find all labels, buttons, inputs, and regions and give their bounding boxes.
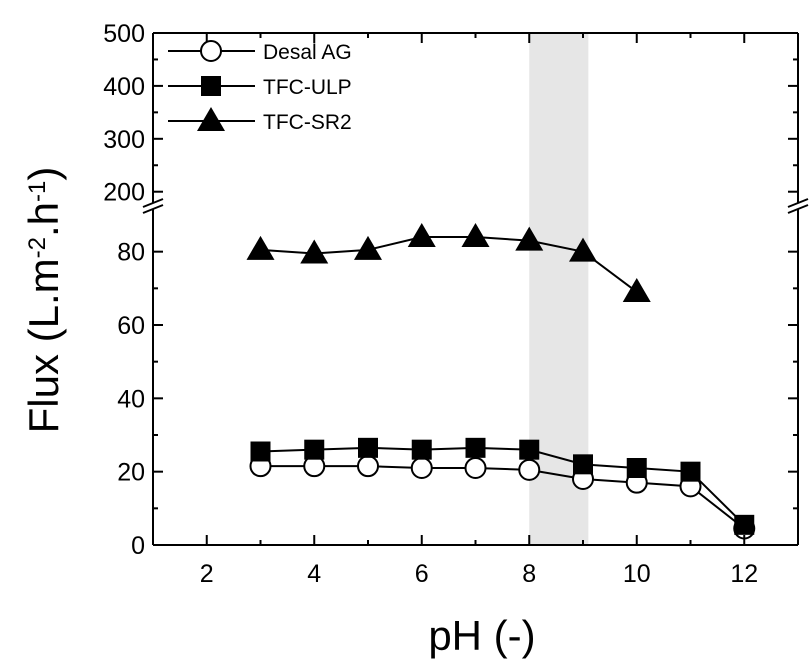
axis-break-mark-right-2 <box>787 204 809 214</box>
axis-break-mark-left-2 <box>142 204 164 214</box>
data-point-series-1 <box>573 454 593 475</box>
data-point-series-1 <box>358 437 378 458</box>
data-point-series-1 <box>680 461 701 482</box>
legend-marker <box>200 40 222 62</box>
series-markers <box>246 223 756 540</box>
legend-label: TFC-ULP <box>263 76 352 99</box>
data-point-series-2 <box>246 235 275 260</box>
data-point-series-1 <box>304 439 325 460</box>
data-point-series-1 <box>465 437 486 458</box>
y-tick-label: 80 <box>117 239 145 267</box>
data-point-series-0 <box>357 455 379 478</box>
x-tick-label: 6 <box>415 560 429 588</box>
series-line-2 <box>260 236 638 293</box>
series-line-0 <box>260 465 745 530</box>
x-axis-title: pH (-) <box>428 612 535 659</box>
data-point-series-1 <box>411 439 432 460</box>
legend-label: Desal AG <box>263 41 352 64</box>
data-point-series-0 <box>518 458 541 481</box>
series-line-1 <box>260 446 745 526</box>
y-axis-title: Flux (L.m-2.h-1) <box>20 167 67 434</box>
y-tick-label-upper: 500 <box>103 20 145 48</box>
data-point-series-2 <box>569 237 597 262</box>
data-point-series-2 <box>354 235 382 260</box>
data-point-series-1 <box>734 514 755 535</box>
data-point-series-2 <box>407 223 436 247</box>
x-tick-label: 8 <box>522 560 536 588</box>
data-point-series-2 <box>622 278 651 302</box>
legend-label: TFC-SR2 <box>263 111 352 134</box>
x-tick-label: 10 <box>623 560 651 588</box>
axis-ticks <box>153 32 799 546</box>
data-point-series-1 <box>626 458 647 478</box>
axis-break-mark-right-1 <box>787 198 809 208</box>
x-tick-label: 4 <box>307 560 321 588</box>
data-point-series-1 <box>250 441 271 462</box>
y-tick-label-upper: 400 <box>103 73 145 101</box>
series-lines <box>260 236 745 530</box>
data-point-series-2 <box>515 226 544 251</box>
y-tick-label: 20 <box>117 459 145 487</box>
data-point-series-2 <box>461 223 490 247</box>
axis-break-mark-left-1 <box>142 198 164 208</box>
y-tick-label: 40 <box>117 385 145 413</box>
legend-marker <box>197 107 225 131</box>
y-tick-label-upper: 300 <box>103 126 145 154</box>
legend-marker <box>201 76 221 96</box>
y-tick-label-upper: 200 <box>103 179 145 207</box>
data-point-series-2 <box>300 239 329 264</box>
legend: Desal AG TFC-ULP TFC-SR2 <box>168 40 352 134</box>
tick-labels: 2 4 6 8 10 12 0 20 40 60 80 200 300 400 500 <box>103 20 758 588</box>
x-tick-label: 2 <box>200 560 214 588</box>
data-point-series-0 <box>464 457 487 479</box>
y-tick-label: 60 <box>117 312 145 340</box>
x-tick-label: 12 <box>730 560 758 588</box>
y-tick-label: 0 <box>131 532 145 560</box>
data-point-series-0 <box>410 457 433 479</box>
data-point-series-1 <box>519 439 540 460</box>
